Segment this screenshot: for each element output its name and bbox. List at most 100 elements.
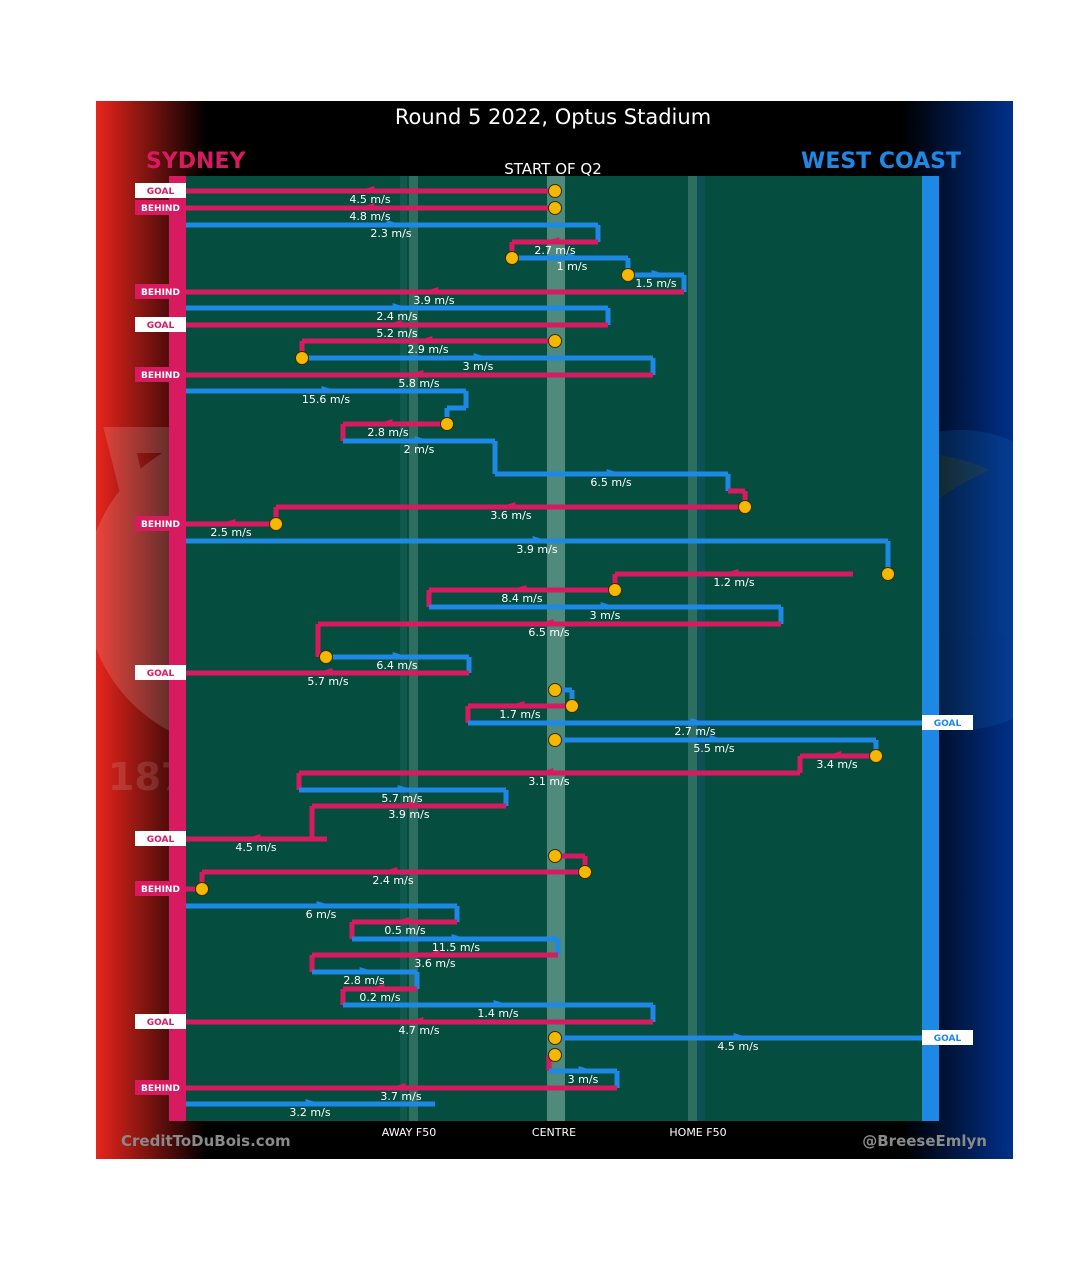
stoppage-marker [295, 351, 309, 365]
behind-badge-text: BEHIND [141, 204, 180, 214]
outcome-badge [135, 665, 186, 680]
outcome-badge [135, 367, 186, 382]
stoppage-marker [548, 334, 562, 348]
outcome-badge [135, 317, 186, 332]
possession-chain-chart: 1874 4.5 m/s4.8 m/s2.3 m/s2.7 m/s1 m/s1.… [96, 101, 1013, 1159]
stoppage-marker [440, 417, 454, 431]
speed-label: 4.5 m/s [349, 193, 390, 206]
stoppage-marker [548, 683, 562, 697]
direction-arrow [397, 801, 414, 807]
direction-arrow [392, 303, 409, 309]
direction-arrow [532, 536, 549, 542]
direction-arrow [537, 619, 554, 625]
stoppage-marker [608, 583, 622, 597]
direction-arrow [358, 186, 375, 192]
speed-label: 5.7 m/s [307, 675, 348, 688]
speed-label: 2.3 m/s [370, 227, 411, 240]
stoppage-marker [548, 1031, 562, 1045]
speed-label: 5.8 m/s [398, 377, 439, 390]
speed-label: 1.2 m/s [713, 576, 754, 589]
direction-arrow [316, 901, 333, 907]
direction-arrow [499, 502, 516, 508]
home-f50-shadow-line [697, 176, 705, 1121]
chart-title: Round 5 2022, Optus Stadium [395, 105, 711, 129]
speed-label: 2.5 m/s [210, 526, 251, 539]
goal-badge-text: GOAL [147, 187, 175, 197]
speed-label: 6.4 m/s [376, 659, 417, 672]
direction-arrow [422, 287, 439, 293]
chart-panel: 1874 4.5 m/s 4.8 m/s 2.3 m/s 2.7 m/s 1 m/s 1.… [96, 101, 1013, 1159]
direction-arrow [423, 950, 440, 956]
direction-arrow [392, 652, 409, 658]
speed-label: 6.5 m/s [590, 476, 631, 489]
direction-arrow [359, 967, 376, 973]
direction-arrow [316, 668, 333, 674]
speed-label: 2.8 m/s [343, 974, 384, 987]
speed-label: 2.8 m/s [367, 426, 408, 439]
direction-arrow [690, 718, 707, 724]
goal-badge-text: GOAL [147, 669, 175, 679]
direction-arrow [510, 585, 527, 591]
outcome-badge [135, 1080, 186, 1095]
outcome-badge [135, 881, 186, 896]
x-tick-label: HOME F50 [669, 1126, 726, 1139]
goal-badge-text: GOAL [934, 719, 962, 729]
direction-arrow [606, 469, 623, 475]
direction-arrow [393, 917, 410, 923]
speed-label: 2.7 m/s [674, 725, 715, 738]
direction-arrow [414, 436, 431, 442]
direction-arrow [416, 336, 433, 342]
direction-arrow [407, 1017, 424, 1023]
outcome-badge [135, 183, 186, 198]
direction-arrow [722, 569, 739, 575]
speed-label: 3.6 m/s [414, 957, 455, 970]
away-f50-line [409, 176, 418, 1121]
west-coast-goal-bar [922, 176, 939, 1121]
speed-label: 0.5 m/s [384, 924, 425, 937]
direction-arrow [358, 203, 375, 209]
centre-line [547, 176, 565, 1121]
direction-arrow [709, 735, 726, 741]
outcome-badge [135, 200, 186, 215]
speed-label: 3.1 m/s [528, 775, 569, 788]
stoppage-marker [881, 567, 895, 581]
stoppage-marker [738, 500, 752, 514]
stoppage-marker [565, 699, 579, 713]
direction-arrow [219, 519, 236, 525]
behind-badge-text: BEHIND [141, 520, 180, 530]
speed-label: 1.7 m/s [499, 708, 540, 721]
outcome-badge [922, 1030, 973, 1045]
speed-label: 2.4 m/s [372, 874, 413, 887]
outcome-badge [135, 516, 186, 531]
speed-label: 1.5 m/s [635, 277, 676, 290]
direction-arrow [386, 220, 403, 226]
outcome-badge [135, 1014, 186, 1029]
direction-arrow [537, 768, 554, 774]
goal-badge-text: GOAL [934, 1034, 962, 1044]
direction-arrow [389, 1083, 406, 1089]
speed-label: 2.7 m/s [534, 244, 575, 257]
speed-label: 5.7 m/s [381, 792, 422, 805]
direction-arrow [473, 353, 490, 359]
direction-arrow [600, 602, 617, 608]
direction-arrow [651, 270, 668, 276]
speed-label: 3 m/s [463, 360, 494, 373]
x-tick-label: AWAY F50 [382, 1126, 436, 1139]
speed-label: 2 m/s [404, 443, 435, 456]
goal-badge-text: GOAL [147, 321, 175, 331]
speed-label: 3.4 m/s [816, 758, 857, 771]
outcome-badge [135, 831, 186, 846]
direction-arrow [493, 1000, 510, 1006]
speed-label: 6.5 m/s [528, 626, 569, 639]
speed-label: 3 m/s [590, 609, 621, 622]
goal-badge-text: GOAL [147, 1018, 175, 1028]
stoppage-marker [505, 251, 519, 265]
speed-label: 15.6 m/s [302, 393, 350, 406]
speed-label: 5.2 m/s [376, 327, 417, 340]
behind-badge-text: BEHIND [141, 288, 180, 298]
speed-label: 4.8 m/s [349, 210, 390, 223]
direction-arrow [381, 867, 398, 873]
direction-arrow [451, 934, 468, 940]
stoppage-marker [548, 184, 562, 198]
credit-left: CreditToDuBois.com [121, 1132, 291, 1150]
